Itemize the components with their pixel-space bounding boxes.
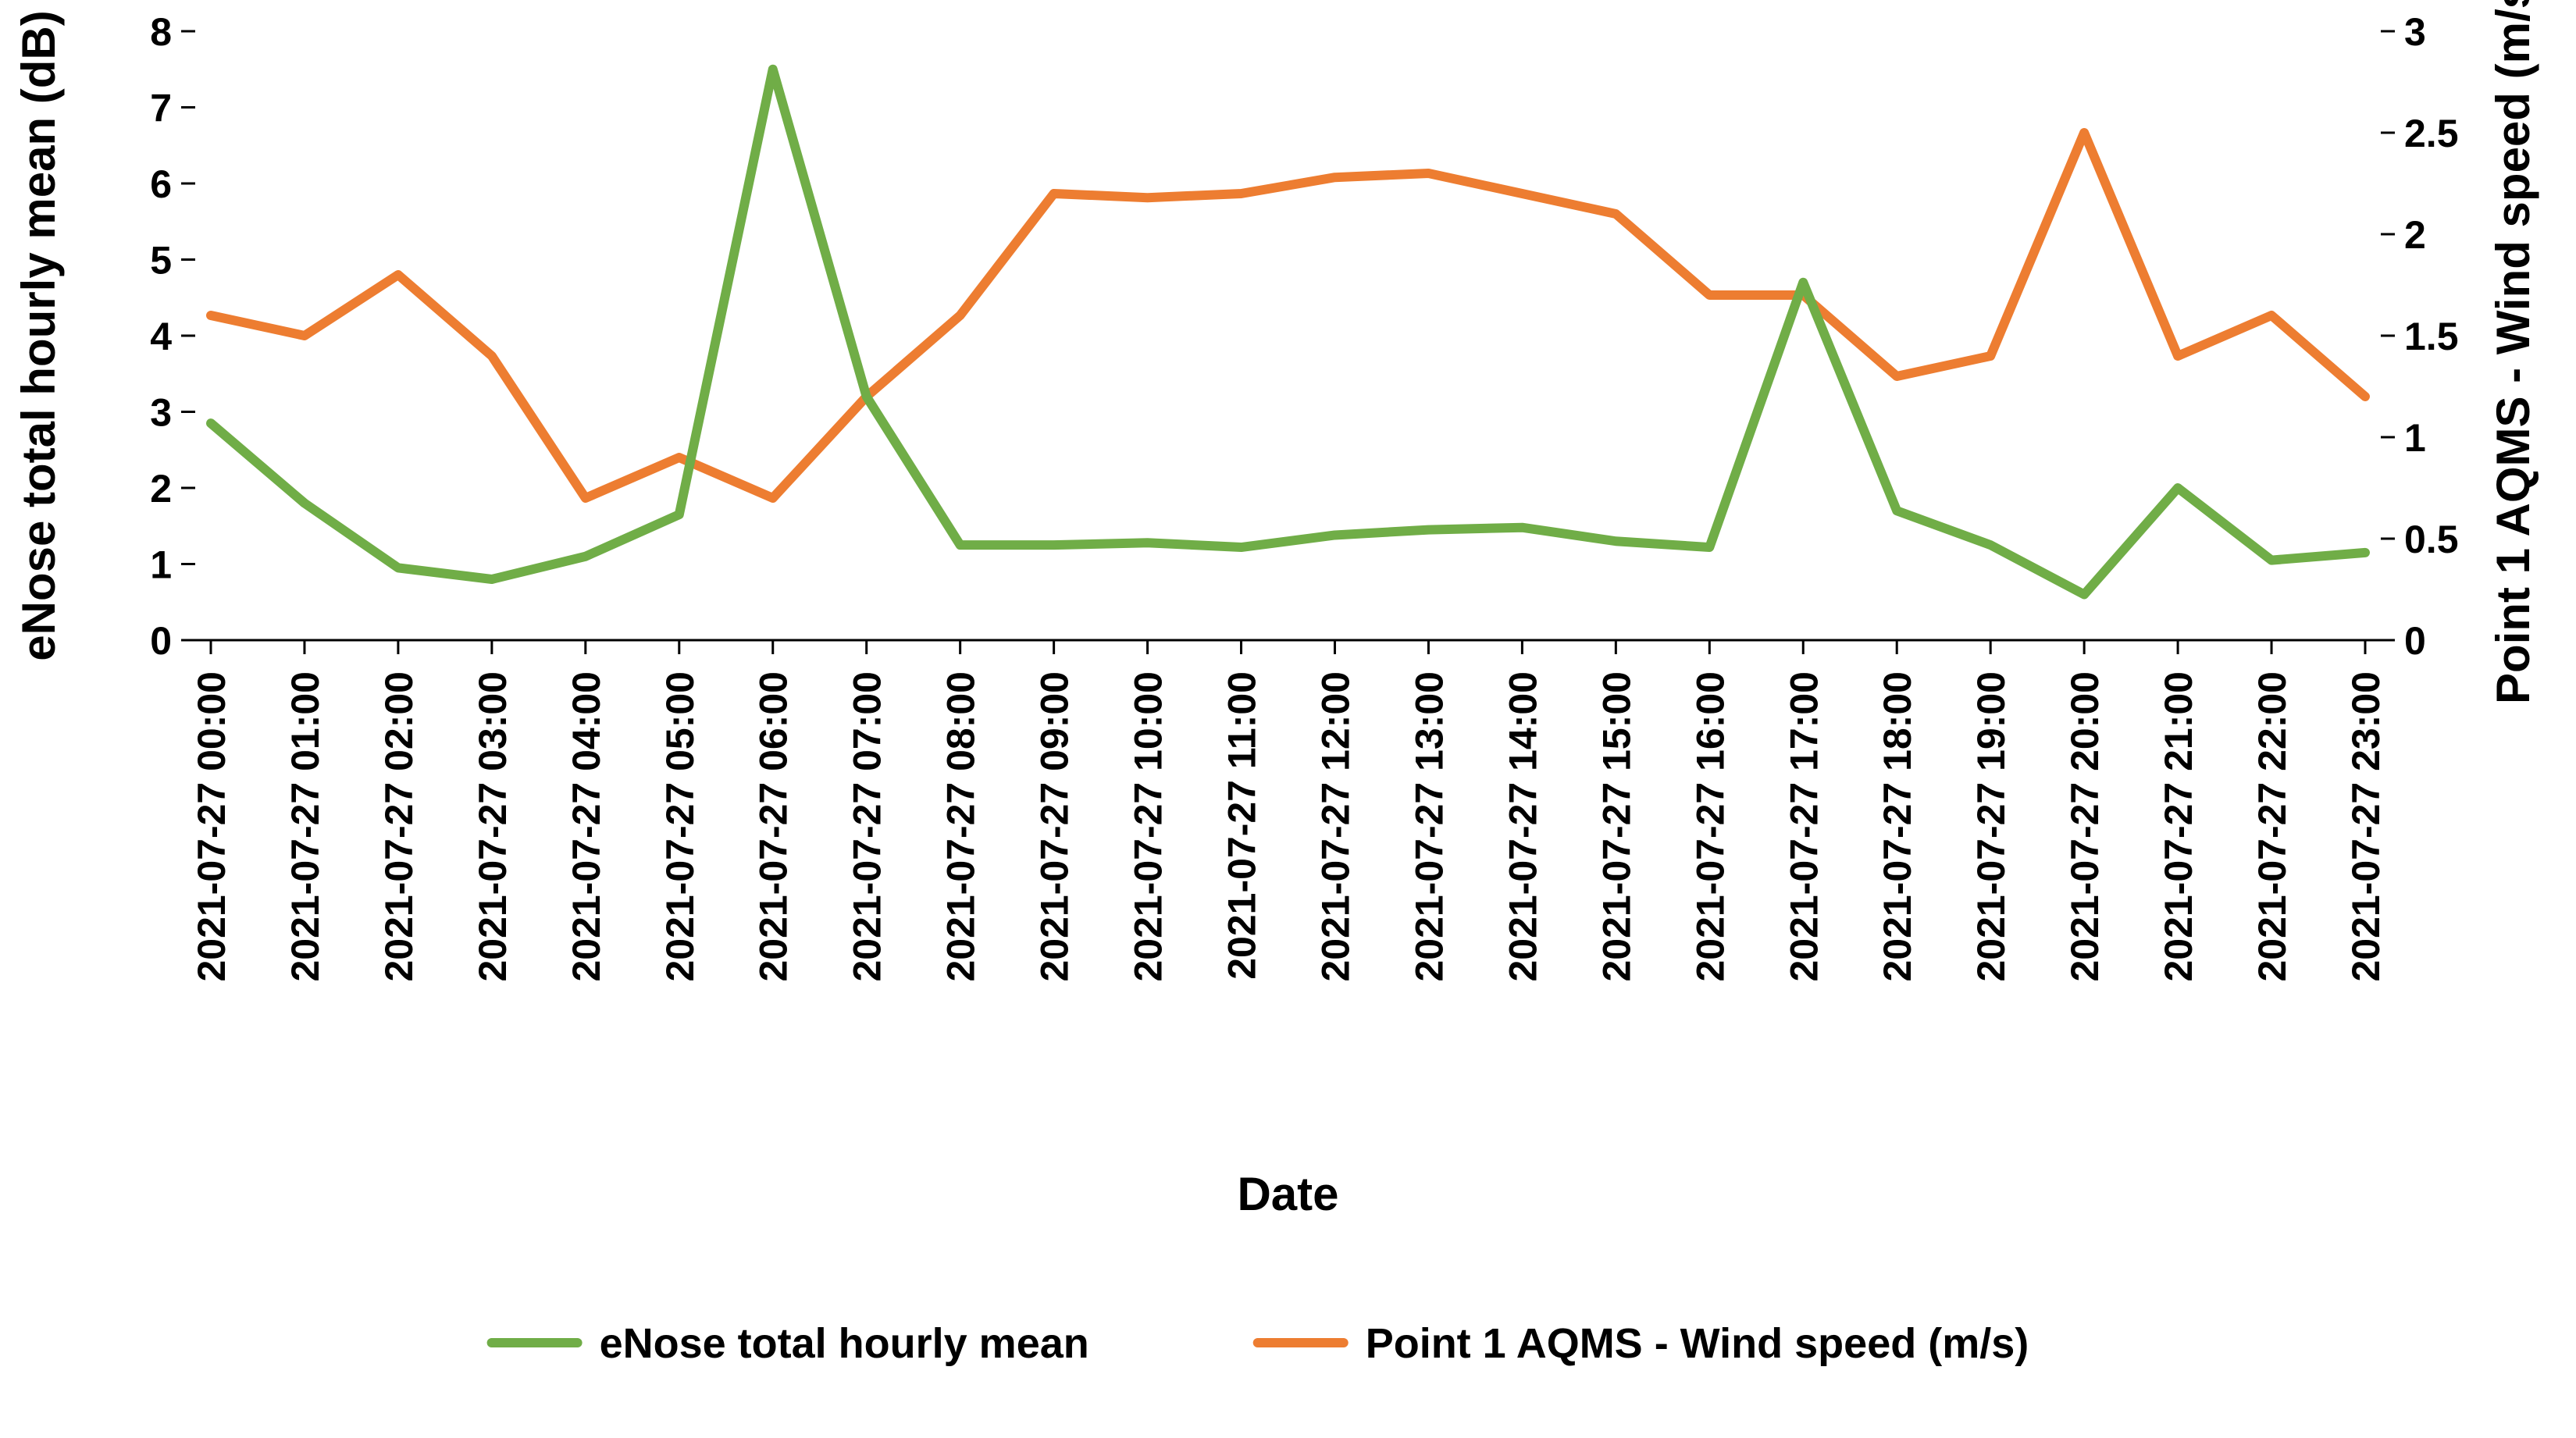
x-tick-label: 2021-07-27 05:00 (658, 671, 702, 982)
x-tick-label: 2021-07-27 18:00 (1876, 671, 1919, 982)
y2-tick-label: 3 (2404, 10, 2426, 54)
x-tick-label: 2021-07-27 16:00 (1688, 671, 1732, 982)
x-tick-label: 2021-07-27 19:00 (1969, 671, 2013, 982)
y1-tick-label: 6 (150, 162, 172, 206)
x-tick-label: 2021-07-27 13:00 (1407, 671, 1451, 982)
x-tick-label: 2021-07-27 12:00 (1313, 671, 1357, 982)
y2-tick-label: 0 (2404, 619, 2426, 663)
y1-axis-title: eNose total hourly mean (dB) (12, 10, 65, 660)
x-tick-label: 2021-07-27 22:00 (2250, 671, 2294, 982)
y1-tick-label: 8 (150, 10, 172, 54)
y1-tick-label: 4 (150, 315, 172, 358)
chart-svg: 0 1 2 3 4 5 6 7 8 0 0.5 1 1.5 2 2.5 3 2021-07-27 00:00 20… (0, 0, 2576, 1438)
x-tick-label: 2021-07-27 14:00 (1501, 671, 1545, 982)
x-tick-label: 2021-07-27 03:00 (471, 671, 515, 982)
y2-tick-label: 0.5 (2404, 518, 2459, 561)
legend-item-wind: Point 1 AQMS - Wind speed (m/s) (1258, 1320, 2029, 1367)
x-tick-label: 2021-07-27 06:00 (752, 671, 796, 982)
y1-tick-label: 7 (150, 87, 172, 130)
legend-label: Point 1 AQMS - Wind speed (m/s) (1366, 1320, 2029, 1367)
x-tick-label: 2021-07-27 07:00 (846, 671, 889, 982)
x-tick-label: 2021-07-27 15:00 (1594, 671, 1638, 982)
x-tick-label: 2021-07-27 17:00 (1782, 671, 1826, 982)
chart-container: 0 1 2 3 4 5 6 7 8 0 0.5 1 1.5 2 2.5 3 2021-07-27 00:00 20… (0, 0, 2576, 1438)
y2-tick-label: 1 (2404, 416, 2426, 460)
x-tick-label: 2021-07-27 11:00 (1220, 671, 1264, 980)
x-tick-label: 2021-07-27 04:00 (565, 671, 608, 982)
y1-tick-label: 2 (150, 467, 172, 511)
y2-tick-label: 2.5 (2404, 112, 2459, 155)
x-tick-label: 2021-07-27 01:00 (283, 671, 327, 982)
y1-tick-label: 0 (150, 619, 172, 663)
x-tick-label: 2021-07-27 00:00 (190, 671, 233, 982)
x-tick-label: 2021-07-27 02:00 (377, 671, 421, 982)
x-tick-label: 2021-07-27 09:00 (1033, 671, 1077, 982)
legend-label: eNose total hourly mean (600, 1320, 1089, 1367)
y1-tick-label: 3 (150, 391, 172, 435)
x-tick-label: 2021-07-27 20:00 (2063, 671, 2107, 982)
y2-tick-label: 2 (2404, 213, 2426, 257)
x-tick-label: 2021-07-27 23:00 (2344, 671, 2388, 982)
x-tick-label: 2021-07-27 10:00 (1127, 671, 1170, 982)
y1-tick-label: 1 (150, 543, 172, 587)
x-axis-title: Date (1237, 1168, 1338, 1220)
y1-tick-label: 5 (150, 239, 172, 283)
x-tick-label: 2021-07-27 08:00 (939, 671, 983, 982)
y2-axis-title: Point 1 AQMS - Wind speed (m/s) (2487, 0, 2539, 704)
y2-tick-label: 1.5 (2404, 315, 2459, 358)
x-tick-label: 2021-07-27 21:00 (2157, 671, 2200, 982)
